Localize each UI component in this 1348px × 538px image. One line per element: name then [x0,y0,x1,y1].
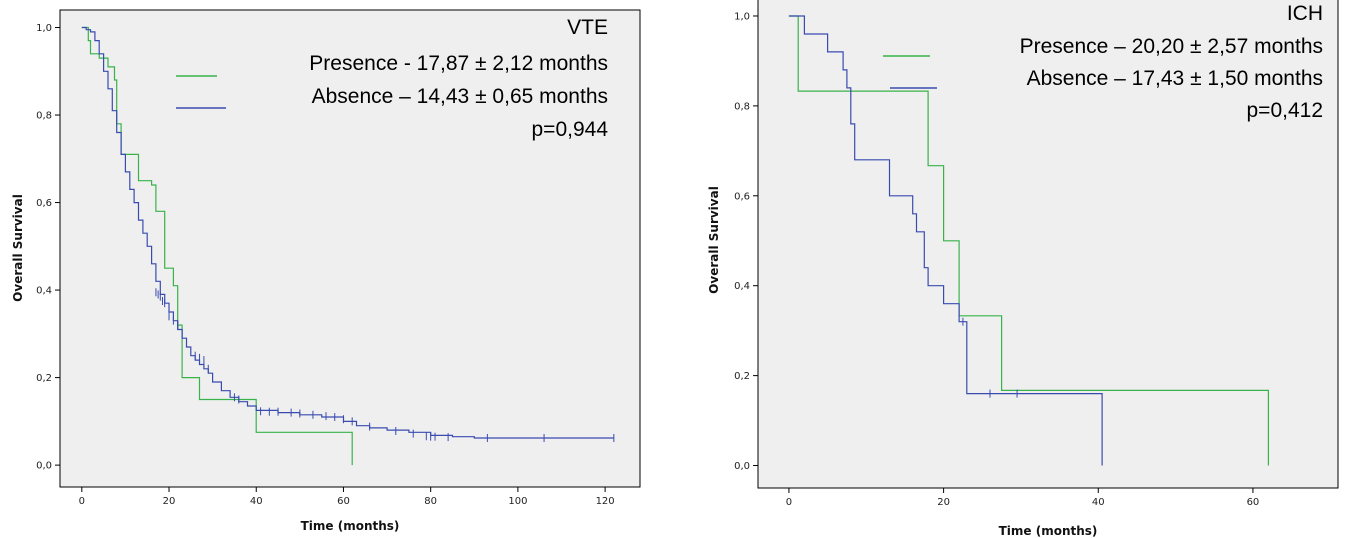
y-tick-label: 0,0 [36,461,52,472]
chart-title: VTE [567,16,608,39]
x-tick-label: 20 [937,497,950,508]
y-tick-label: 0,0 [734,461,750,472]
x-tick-label: 40 [1092,497,1105,508]
ich-panel: 0 20 40 60 0,0 0,2 0,4 0,6 0,8 1,0 ICH Presence –… [707,0,1339,538]
chart-title: ICH [1287,2,1323,25]
survival-curve-presence [81,26,353,466]
survival-curve-absence [81,26,614,439]
x-tick-label: 20 [163,496,176,507]
x-axis-title: Time (months) [301,519,400,533]
survival-curve-absence [788,15,1103,466]
y-axis-title: Overall Survival [707,186,721,294]
y-tick-label: 0,4 [734,281,750,292]
survival-curve-presence [788,15,1269,466]
y-tick-label: 0,8 [734,101,750,112]
y-tick-label: 0,4 [36,286,52,297]
y-axis-title: Overall Survival [11,194,25,302]
x-tick-label: 0 [79,496,85,507]
y-tick-label: 1,0 [36,23,52,34]
x-tick-label: 60 [1247,497,1260,508]
y-tick-label: 0,8 [36,111,52,122]
x-tick-label: 60 [337,496,350,507]
y-tick-label: 0,2 [734,371,750,382]
legend-label-presence: Presence – 20,20 ± 2,57 months [1020,35,1323,58]
plot-background [59,9,641,488]
x-tick-label: 100 [508,496,527,507]
y-tick-label: 0,2 [36,373,52,384]
legend-label-absence: Absence – 17,43 ± 1,50 months [1027,67,1323,90]
p-value: p=0,412 [1247,99,1324,122]
plot-background [757,0,1339,489]
x-tick-label: 80 [424,496,437,507]
y-tick-label: 0,6 [734,191,750,202]
x-tick-label: 120 [596,496,615,507]
x-axis-title: Time (months) [999,524,1098,538]
legend-label-presence: Presence - 17,87 ± 2,12 months [309,52,608,75]
x-tick-label: 40 [250,496,263,507]
p-value: p=0,944 [532,118,609,141]
y-tick-label: 1,0 [734,11,750,22]
y-tick-label: 0,6 [36,198,52,209]
vte-panel: 0 20 40 60 80 100 120 0,0 0,2 0,4 0,6 0,8 1,0 VTE Pr… [11,9,641,533]
legend-label-absence: Absence – 14,43 ± 0,65 months [312,85,608,108]
x-tick-label: 0 [786,497,792,508]
